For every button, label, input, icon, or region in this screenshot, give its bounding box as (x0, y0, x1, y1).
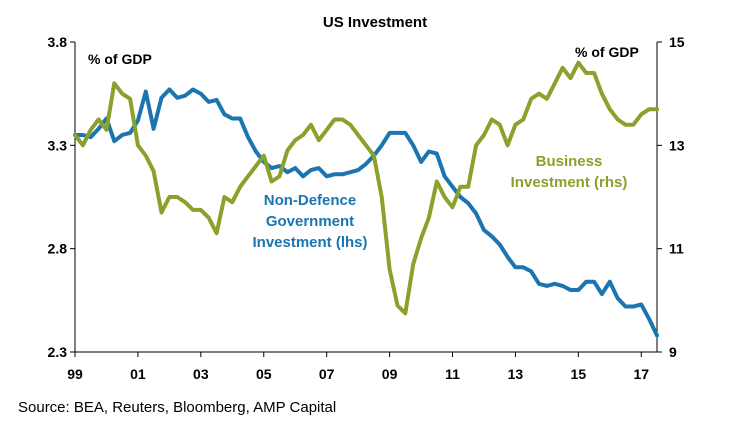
series-label-government-investment: Government (266, 213, 354, 230)
y-right-unit-label: % of GDP (575, 44, 639, 60)
x-tick-label: 11 (445, 366, 460, 382)
y-left-unit-label: % of GDP (88, 51, 152, 67)
chart-title: US Investment (323, 14, 427, 31)
series-label-business-investment: Investment (rhs) (511, 174, 628, 191)
x-tick-label: 07 (319, 366, 335, 382)
x-tick-label: 99 (67, 366, 83, 382)
series-label-business-investment: Business (536, 153, 603, 170)
series-label-government-investment: Non-Defence (264, 192, 357, 209)
source-note: Source: BEA, Reuters, Bloomberg, AMP Cap… (18, 399, 337, 416)
x-tick-label: 01 (130, 366, 146, 382)
y-right-tick-label: 11 (669, 241, 684, 257)
y-right-tick-label: 15 (669, 34, 685, 50)
series-line-government-investment (73, 87, 659, 338)
x-tick-label: 05 (256, 366, 272, 382)
y-left-tick-label: 2.3 (48, 344, 68, 360)
x-tick-label: 15 (571, 366, 587, 382)
y-left-tick-label: 3.3 (48, 137, 68, 153)
y-left-tick-label: 3.8 (48, 34, 68, 50)
x-tick-label: 13 (508, 366, 524, 382)
x-tick-label: 03 (193, 366, 209, 382)
y-left-tick-label: 2.8 (48, 241, 68, 257)
y-right-tick-label: 9 (669, 344, 677, 360)
x-tick-label: 17 (633, 366, 649, 382)
x-tick-label: 09 (382, 366, 398, 382)
y-right-tick-label: 13 (669, 137, 685, 153)
series-line-business-investment (73, 60, 659, 316)
series-label-government-investment: Investment (lhs) (252, 234, 367, 251)
